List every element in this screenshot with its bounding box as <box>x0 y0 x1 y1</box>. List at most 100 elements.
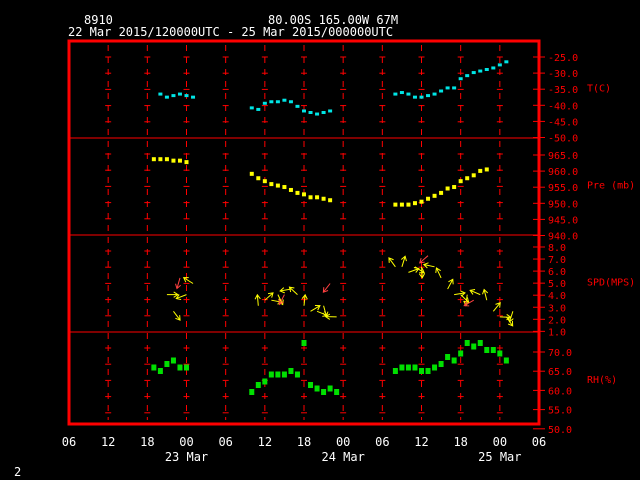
wind-arrow <box>324 313 337 320</box>
plot-frame <box>67 39 541 426</box>
pressure-point <box>412 201 417 206</box>
wind-arrow <box>401 255 407 267</box>
wind-arrow-head <box>267 292 274 298</box>
wind-arrow-head <box>482 288 489 295</box>
pressure-point <box>432 193 437 198</box>
y-tick-label: 4.0 <box>548 291 566 302</box>
temperature-point <box>288 100 293 104</box>
temperature-point <box>491 66 496 70</box>
wind-arrow-shaft <box>465 294 468 306</box>
pressure-point <box>452 185 457 190</box>
wind-arrow-shaft <box>322 283 331 293</box>
wind-arrow <box>310 305 321 312</box>
temperature-point <box>262 101 267 105</box>
wind-arrow <box>492 302 501 312</box>
pressure-point <box>315 195 320 200</box>
humidity-point <box>288 368 294 374</box>
x-tick-label: 18 <box>140 435 154 449</box>
wind-arrow-head <box>435 267 441 273</box>
wind-arrow-head <box>463 301 470 307</box>
pressure-point <box>262 179 267 184</box>
pressure-point <box>393 202 398 207</box>
pressure-point <box>308 195 313 200</box>
wind-arrow-shaft <box>469 289 481 296</box>
temperature-point <box>412 95 417 99</box>
wind-arrow-head <box>495 302 501 308</box>
humidity-point <box>471 343 477 350</box>
humidity-point <box>490 347 496 353</box>
wind-arrow-shaft <box>460 294 469 303</box>
wind-arrow <box>182 277 194 284</box>
humidity-point <box>451 357 457 364</box>
wind-arrow-shaft <box>173 311 181 321</box>
wind-arrow <box>435 267 442 279</box>
humidity-point <box>438 361 444 367</box>
wind-arrow <box>507 311 514 323</box>
humidity-point <box>412 364 418 371</box>
pressure-point <box>256 176 261 181</box>
humidity-point <box>184 364 189 371</box>
axes: 06 12 18 00 06 12 18 00 06 12 18 00 06 23 Mar 24 Mar 25… <box>62 53 635 464</box>
humidity-point <box>281 371 287 378</box>
pressure-point <box>282 185 287 190</box>
wind-arrow-head <box>173 291 179 298</box>
pressure-point <box>426 196 431 201</box>
wind-arrow-shaft <box>183 277 194 284</box>
temperature-point <box>275 100 280 104</box>
panel-ylabel: T(C) <box>587 84 611 95</box>
date-label: 24 Mar <box>321 450 364 464</box>
y-tick-label: 2.0 <box>548 315 566 326</box>
wind-arrow-head <box>322 287 329 293</box>
temperature-point <box>484 68 489 71</box>
wind-arrow <box>454 290 466 297</box>
humidity-point <box>484 347 490 353</box>
temperature-point <box>315 112 320 116</box>
x-tick-label: 12 <box>101 435 115 449</box>
temperature-point <box>249 106 254 110</box>
humidity-point <box>314 385 320 392</box>
temperature-point <box>302 109 306 113</box>
wind-arrow <box>288 286 298 295</box>
temperature-point <box>471 71 476 75</box>
wind-arrow-shaft <box>256 294 259 306</box>
pressure-point <box>288 187 293 192</box>
y-tick-label: -35.0 <box>548 85 578 96</box>
y-tick-label: 1.0 <box>548 327 566 338</box>
wind-arrow <box>278 294 285 306</box>
wind-arrow-head <box>469 289 476 295</box>
temperature-point <box>295 104 300 108</box>
time-period: 22 Mar 2015/120000UTC - 25 Mar 2015/0000… <box>68 25 393 39</box>
humidity-point <box>334 389 340 395</box>
wind-arrow-head <box>460 290 466 297</box>
wind-arrow-head <box>254 293 261 300</box>
humidity-point <box>308 382 314 388</box>
humidity-point <box>477 340 483 346</box>
wind-arrow-head <box>507 316 514 323</box>
x-tick-label: 06 <box>532 435 546 449</box>
page-number: 2 <box>14 465 21 479</box>
wind-arrow-head <box>401 255 407 262</box>
pressure-point <box>399 202 404 207</box>
pressure-point <box>177 158 182 163</box>
humidity-point <box>177 364 183 371</box>
humidity-point <box>464 340 470 346</box>
wind-arrow-shaft <box>419 255 429 264</box>
y-tick-label: 60.0 <box>548 386 572 397</box>
pressure-point <box>471 173 476 178</box>
pressure-point <box>321 196 326 201</box>
wind-arrow-head <box>278 299 284 306</box>
x-tick-label: 06 <box>375 435 389 449</box>
humidity-point <box>419 368 424 374</box>
temperature-point <box>177 92 182 96</box>
wind-arrow <box>166 291 179 298</box>
x-tick-label: 12 <box>258 435 272 449</box>
wind-arrow <box>469 289 481 296</box>
wind-arrow <box>408 267 420 273</box>
temperature-point <box>393 92 398 96</box>
wind-arrow-head <box>507 320 514 327</box>
wind-arrow-head <box>419 257 425 264</box>
station-id: 8910 <box>84 13 113 27</box>
humidity-point <box>262 378 268 385</box>
humidity-point <box>164 361 170 367</box>
